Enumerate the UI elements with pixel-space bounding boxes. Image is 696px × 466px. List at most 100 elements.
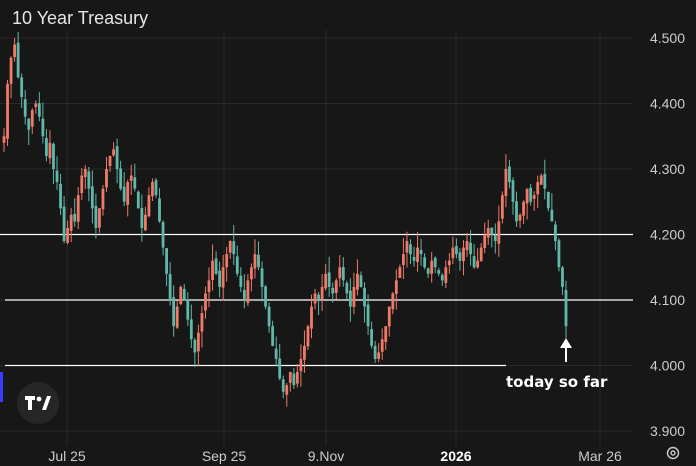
candle [338, 255, 342, 287]
candle [59, 173, 62, 215]
candle-body [310, 306, 313, 329]
candle [62, 195, 66, 244]
chart-title: 10 Year Treasury [12, 8, 149, 28]
candle [161, 220, 165, 256]
candle-body [469, 242, 472, 255]
candle [384, 326, 388, 350]
candle [366, 294, 370, 336]
candle-body [161, 222, 165, 248]
candle-body [423, 257, 427, 268]
candle-body [483, 234, 487, 248]
settings-gear-icon[interactable] [662, 442, 684, 464]
candle [493, 223, 497, 254]
candle [108, 155, 112, 172]
candle [352, 272, 356, 315]
candle-body [564, 289, 568, 327]
candle-body [101, 188, 105, 210]
candle [136, 190, 140, 209]
candle [55, 156, 59, 190]
candle-body [264, 286, 267, 307]
candle-body [23, 99, 27, 117]
candle [204, 286, 207, 319]
candle [101, 185, 105, 216]
candle-body [119, 168, 123, 189]
annotation-text: today so far [506, 373, 608, 391]
candle-body [62, 206, 66, 242]
candle-body [115, 146, 119, 169]
candle-body [486, 227, 490, 238]
candle-body [536, 182, 540, 195]
candle [500, 191, 504, 224]
candle [41, 102, 45, 144]
candle-body [497, 221, 501, 244]
candle-body [76, 195, 80, 222]
candle [490, 227, 494, 248]
candle [221, 254, 225, 301]
candle [561, 265, 564, 296]
gear-icon [666, 446, 680, 460]
candle-body [292, 373, 296, 386]
candle-body [426, 268, 430, 274]
candle-body [267, 306, 271, 327]
candle [405, 231, 409, 268]
candle [66, 220, 70, 245]
candle [151, 178, 154, 201]
candle-body [143, 214, 147, 231]
candle [274, 336, 278, 367]
candle-body [179, 286, 183, 305]
candle [437, 267, 441, 277]
candle-body [370, 329, 373, 346]
candle-body [6, 83, 9, 139]
candle-body [221, 267, 225, 288]
candle [469, 230, 472, 266]
candle [83, 165, 87, 190]
candle-body [476, 260, 480, 268]
candle [218, 261, 222, 298]
candle-body [553, 224, 557, 242]
candle-body [186, 299, 190, 320]
candle [73, 198, 77, 227]
candle-body [66, 227, 70, 243]
candle-body [458, 252, 462, 261]
candle [37, 92, 41, 122]
candle-body [59, 183, 62, 209]
candle-body [52, 143, 55, 169]
candle [288, 371, 292, 392]
candle-body [151, 182, 154, 197]
candle-body [543, 173, 547, 189]
candle [207, 267, 211, 308]
candle [115, 138, 119, 184]
candle-body [433, 257, 437, 268]
candle [317, 292, 320, 316]
reference-lines [0, 233, 633, 367]
candle-body [30, 110, 34, 127]
candle [76, 187, 80, 229]
tradingview-logo[interactable] [17, 382, 59, 424]
candle-body [493, 234, 497, 242]
candle-body [133, 177, 137, 189]
candle-body [352, 286, 356, 307]
candle-body [472, 256, 476, 268]
candle-body [416, 247, 419, 263]
candle-body [363, 287, 366, 307]
candle [486, 219, 490, 245]
candle-body [380, 339, 384, 352]
candle-body [48, 142, 52, 159]
candle [433, 256, 437, 274]
candle [48, 130, 52, 164]
candle [536, 175, 540, 209]
candle [143, 206, 147, 232]
candle-body [41, 118, 45, 137]
candle-body [550, 209, 554, 222]
y-axis-ticks: 4.500 4.400 4.300 4.200 4.100 4.000 3.900 [650, 30, 685, 439]
candle-body [168, 274, 172, 300]
candle-body [197, 332, 200, 352]
candle [69, 208, 73, 243]
candle-body [2, 136, 6, 143]
candle [313, 288, 317, 310]
candle-body [402, 254, 405, 266]
candle [285, 383, 289, 407]
candle [479, 242, 483, 262]
candle [30, 108, 34, 134]
